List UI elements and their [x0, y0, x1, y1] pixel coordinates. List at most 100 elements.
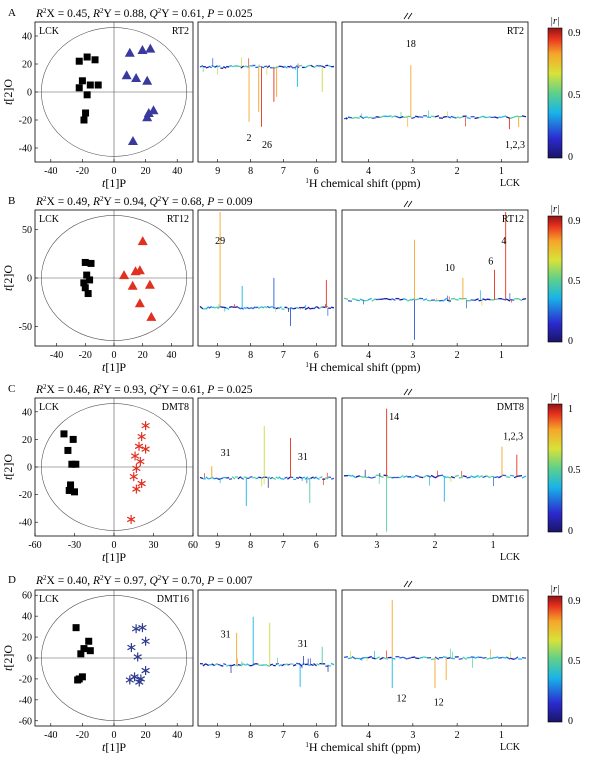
score-label-right: RT12: [167, 214, 189, 225]
spectrum-title: RT2: [507, 26, 524, 37]
spectrum-baseline: [359, 475, 364, 478]
score-point-group-a: [83, 271, 91, 279]
spectrum-baseline: [295, 306, 300, 309]
stat-superscript: 2: [100, 195, 104, 203]
xlabel-italic: t: [102, 740, 106, 754]
axis-break-mark: [403, 580, 413, 588]
spectrum-baseline: [223, 66, 227, 69]
score-point-group-b: [127, 643, 136, 653]
spectrum-xlabel: 1H chemical shift (ppm): [305, 740, 420, 754]
spectrum-baseline: [415, 657, 420, 660]
score-ylabel: t[2]O: [1, 454, 15, 480]
spectrum-baseline: [521, 115, 527, 118]
spectrum-tick-label: 4: [366, 166, 371, 177]
score-point-group-b: [148, 105, 159, 115]
spectrum-baseline: [513, 475, 519, 479]
spectrum-baseline: [269, 476, 274, 480]
score-point-group-b: [141, 444, 150, 454]
spectrum-tick-label: 7: [281, 166, 286, 177]
spectrum-baseline: [252, 663, 256, 666]
spectrum-baseline: [399, 298, 404, 301]
score-point-group-b: [144, 279, 155, 289]
spectrum-baseline: [403, 475, 408, 478]
stats-line: R2X = 0.46, R2Y = 0.93, Q2Y = 0.61, P = …: [35, 383, 253, 396]
spectrum-baseline: [434, 656, 440, 661]
peak-label: 1,2,3: [503, 431, 523, 442]
x-tick-label: -20: [79, 350, 92, 361]
score-point-group-a: [86, 647, 94, 655]
asterisk-stroke: [138, 624, 147, 631]
spectrum-baseline: [266, 305, 271, 309]
asterisk-stroke: [126, 516, 136, 523]
spectrum-baseline: [371, 298, 377, 302]
spectrum-baseline: [214, 477, 218, 480]
score-point-group-b: [141, 636, 150, 646]
score-point-group-a: [67, 481, 75, 489]
spectrum-baseline: [231, 476, 236, 480]
ylabel-italic: t: [1, 667, 15, 671]
panel-D: D R2X = 0.40, R2Y = 0.97, Q2Y = 0.70, P =…: [1, 574, 581, 754]
score-point-group-a: [75, 57, 83, 65]
score-point-group-a: [75, 84, 83, 92]
spectrum-baseline: [517, 297, 523, 302]
spectrum-tick-label: 7: [281, 540, 286, 551]
spectrum-tick-label: 6: [314, 730, 319, 741]
score-point-group-b: [135, 677, 144, 687]
stat-part: P: [206, 384, 214, 396]
stat-part: R: [92, 384, 100, 396]
spectrum-baseline: [319, 476, 323, 479]
score-point-group-b: [134, 298, 145, 308]
asterisk-stroke: [131, 625, 141, 632]
score-point-group-b: [138, 623, 147, 633]
score-point-group-b: [134, 265, 145, 275]
score-point-group-b: [136, 674, 146, 684]
spectrum-baseline: [328, 664, 332, 667]
panel-letter: C: [8, 383, 15, 395]
score-point-group-b: [137, 45, 148, 54]
spectrum-baseline: [316, 663, 320, 666]
spectrum-baseline: [240, 65, 245, 69]
spectrum-baseline: [415, 298, 420, 301]
ylabel-italic: t: [1, 287, 15, 291]
peak-label: 29: [215, 236, 225, 247]
spectrum-baseline: [502, 298, 507, 301]
score-point-group-b: [142, 112, 153, 122]
spectrum-baseline: [287, 65, 291, 68]
spectrum-baseline: [202, 663, 207, 667]
spectrum-baseline: [399, 656, 404, 659]
asterisk-stroke: [130, 453, 140, 459]
peak-label: 6: [488, 256, 493, 267]
score-point-group-b: [133, 652, 142, 662]
spectrum-baseline: [225, 664, 230, 667]
spectrum-baseline: [363, 476, 368, 479]
spectrum-baseline: [379, 475, 384, 479]
spectrum-baseline: [249, 307, 253, 309]
spectrum-baseline: [243, 65, 247, 68]
spectrum-title: DMT8: [497, 402, 524, 413]
spectrum-baseline: [243, 663, 247, 666]
spectrum-baseline: [208, 477, 212, 480]
spectrum-baseline: [240, 476, 245, 480]
spectrum-baseline: [284, 65, 288, 69]
spectrum-baseline: [289, 65, 294, 69]
score-point-group-b: [119, 270, 130, 280]
spectrum-baseline: [442, 297, 448, 302]
x-tick-label: -40: [44, 166, 57, 177]
spectrum-baseline: [434, 299, 440, 302]
stat-part: X = 0.46,: [47, 384, 93, 396]
spectrum-frame-R: [341, 21, 529, 163]
y-tick-label: 0: [27, 88, 32, 99]
y-tick-label: -40: [19, 695, 32, 706]
x-tick-label: 0: [112, 350, 117, 361]
panel-B: B R2X = 0.49, R2Y = 0.94, Q2Y = 0.68, P =…: [1, 195, 581, 374]
spectrum-baseline: [234, 306, 239, 309]
spectrum-baseline: [269, 305, 274, 309]
colorbar-tick-label: 0.9: [568, 216, 581, 227]
spectrum-tick-label: 2: [455, 350, 460, 361]
spectrum-frame-R: [341, 397, 529, 537]
spectrum-baseline: [220, 664, 224, 667]
stat-part: = 0.025: [214, 8, 252, 20]
score-point-group-b: [127, 136, 138, 145]
spectrum-baseline: [403, 297, 408, 301]
